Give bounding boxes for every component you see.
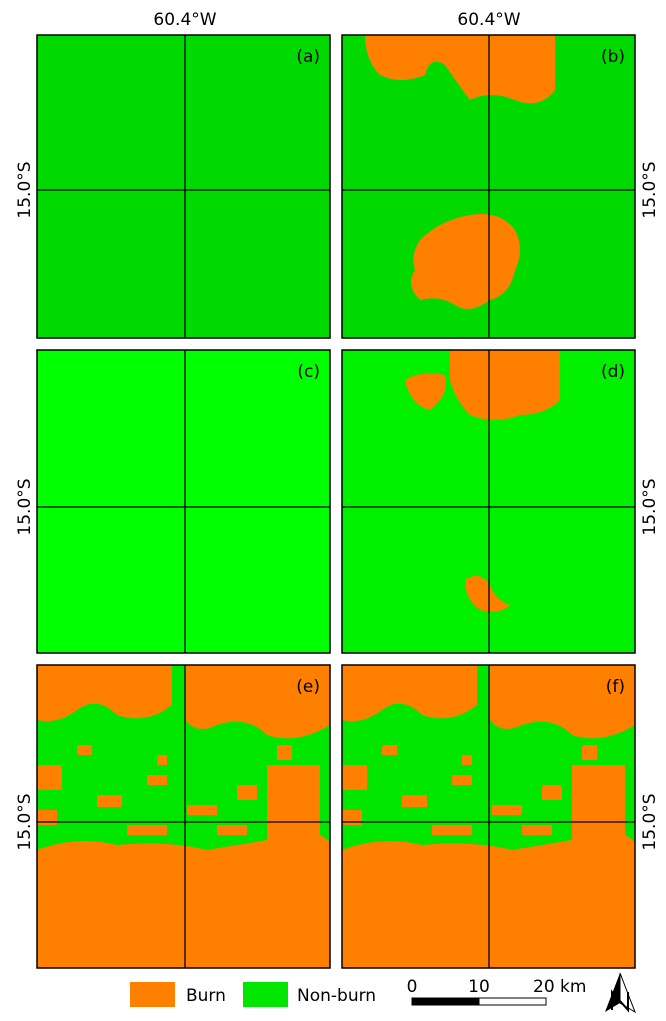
scale-label: 0 bbox=[407, 977, 418, 997]
panel-label: (c) bbox=[297, 362, 320, 382]
lat-label: 15.0°S bbox=[15, 793, 35, 850]
legend-label: Non-burn bbox=[297, 986, 376, 1006]
panel-label: (a) bbox=[296, 47, 320, 67]
panel-c bbox=[37, 350, 330, 653]
panel-label: (e) bbox=[296, 677, 320, 697]
panel-label: (f) bbox=[606, 677, 625, 697]
figure: 60.4°W 60.4°W (a) (b) (c) (d) (e) (f) 15… bbox=[0, 0, 666, 1017]
panel-label: (d) bbox=[601, 362, 625, 382]
lon-label: 60.4°W bbox=[457, 10, 520, 30]
lon-label: 60.4°W bbox=[153, 10, 216, 30]
lat-label: 15.0°S bbox=[640, 161, 660, 218]
lat-label: 15.0°S bbox=[15, 478, 35, 535]
lat-label: 15.0°S bbox=[640, 793, 660, 850]
north-arrow bbox=[605, 973, 635, 1012]
scale-label: 10 bbox=[468, 977, 490, 997]
legend-label: Burn bbox=[186, 986, 226, 1006]
legend-swatch bbox=[130, 982, 175, 1007]
scale-bar bbox=[412, 998, 546, 1005]
lat-label: 15.0°S bbox=[15, 161, 35, 218]
panel-a bbox=[37, 35, 330, 338]
legend-swatch bbox=[243, 982, 288, 1007]
burn-area bbox=[450, 350, 560, 420]
panel-label: (b) bbox=[601, 47, 625, 67]
scale-label: 20 km bbox=[533, 977, 586, 997]
lat-label: 15.0°S bbox=[640, 478, 660, 535]
